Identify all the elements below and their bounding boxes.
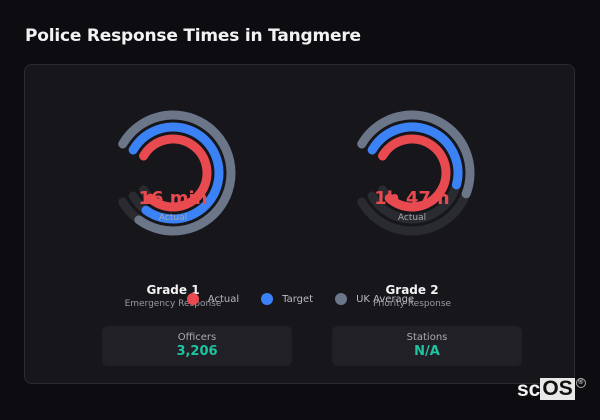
actual-value: 16 min [138, 188, 208, 209]
actual-value: 1h 47m [374, 188, 450, 209]
gauge-name: Grade 1 [146, 283, 200, 297]
page-title: Police Response Times in Tangmere [25, 26, 361, 46]
stat-stations: Stations N/A [332, 326, 522, 366]
stat-officers: Officers 3,206 [102, 326, 292, 366]
gauge-arc-actual[interactable] [378, 134, 451, 212]
gauge-name: Grade 2 [385, 283, 439, 297]
legend-label: Target [282, 293, 314, 305]
gauge-arc-target[interactable] [367, 122, 463, 190]
gauge-grade-2: 1h 47m Actual Grade 2 Priority Response [342, 103, 482, 309]
stat-label: Officers [177, 332, 217, 343]
legend-dot-icon [261, 293, 274, 305]
legend-label: UK Average [356, 293, 415, 305]
legend-item-target[interactable]: Target [261, 293, 313, 305]
legend-item-uk-average[interactable]: UK Average [335, 293, 414, 305]
stat-label: Stations [406, 332, 448, 343]
stat-value: 3,206 [176, 344, 218, 359]
response-times-card: 16 min Actual Grade 1 Emergency Response… [24, 64, 575, 384]
legend-dot-icon [335, 293, 348, 305]
gauge-arc-target[interactable] [128, 122, 224, 224]
gauge-description: Emergency Response [124, 299, 222, 309]
scos-logo: sc OS ® [517, 378, 586, 402]
stat-value: N/A [414, 344, 440, 359]
gauge-arc-uk-average[interactable] [118, 110, 236, 236]
radial-gauge-grade-2 [357, 110, 475, 236]
actual-caption: Actual [397, 213, 427, 223]
legend-item-actual[interactable]: Actual [186, 293, 240, 305]
radial-gauge-grade-1 [118, 110, 236, 236]
logo-text-left: sc [517, 378, 541, 401]
actual-caption: Actual [158, 213, 188, 223]
chart-legend: Actual Target UK Average [25, 293, 576, 305]
logo-text-right: OS [540, 377, 575, 400]
legend-dot-icon [186, 293, 199, 305]
legend-label: Actual [207, 293, 240, 305]
gauge-description: Priority Response [372, 299, 452, 309]
registered-icon: ® [575, 378, 586, 388]
gauge-arc-uk-average[interactable] [357, 110, 475, 199]
gauge-arc-actual[interactable] [139, 134, 212, 212]
gauge-grade-1: 16 min Actual Grade 1 Emergency Response [103, 103, 243, 309]
